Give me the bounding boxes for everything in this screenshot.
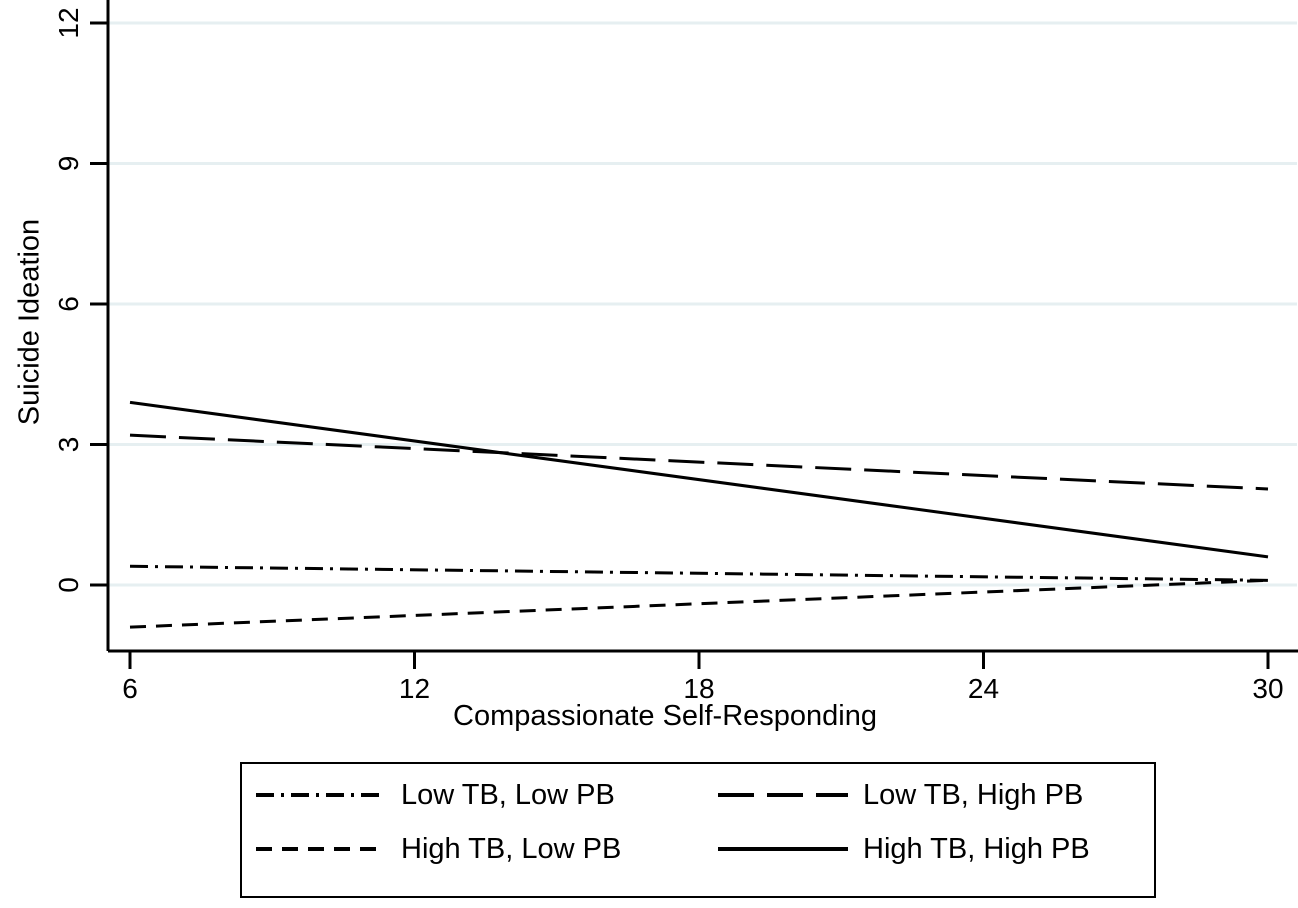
legend-item-high-tb-high-pb: High TB, High PB [718,833,1154,866]
series-line-short-dash [129,578,1269,629]
x-tick-label: 24 [968,673,999,704]
x-axis-title: Compassionate Self-Responding [453,700,877,732]
legend-label: High TB, Low PB [401,832,622,865]
long-dash-line-sample-icon [718,793,848,797]
legend-item-low-tb-low-pb: Low TB, Low PB [256,779,718,812]
short-dash-line-sample-icon [256,847,386,851]
legend-box: Low TB, Low PB Low TB, High PB High TB, … [240,762,1156,898]
y-tick-label: 0 [53,577,84,593]
solid-line-sample-icon [718,847,848,851]
y-tick-label: 3 [53,437,84,453]
legend-label: Low TB, Low PB [401,778,615,811]
legend-label: High TB, High PB [863,832,1090,865]
x-tick-label: 18 [683,673,714,704]
dash-dot-line-sample-icon [256,793,386,797]
series-line-long-dash [129,433,1269,491]
x-tick-label: 12 [399,673,430,704]
y-tick-label: 12 [53,7,84,38]
legend-label: Low TB, High PB [863,778,1084,811]
x-tick-label: 6 [122,673,138,704]
x-tick-label: 30 [1252,673,1283,704]
y-axis-title: Suicide Ideation [13,218,46,426]
y-tick-label: 6 [53,296,84,312]
series-line-solid [129,400,1269,559]
y-tick-label: 9 [53,156,84,172]
series-line-dash-dot [129,564,1269,582]
legend-item-low-tb-high-pb: Low TB, High PB [718,779,1154,812]
legend-item-high-tb-low-pb: High TB, Low PB [256,833,718,866]
